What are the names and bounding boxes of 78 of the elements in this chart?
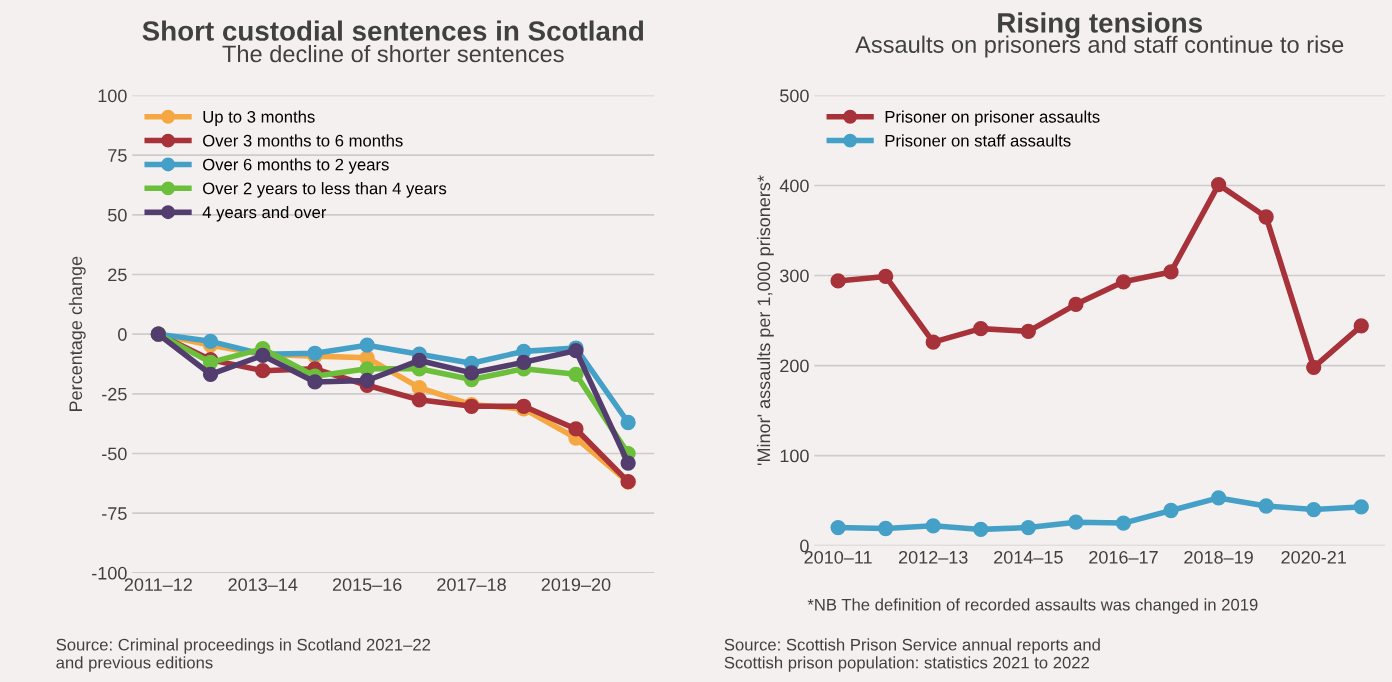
legend-label: Prisoner on staff assaults bbox=[885, 134, 1071, 147]
point bbox=[973, 521, 989, 538]
point bbox=[1210, 490, 1227, 506]
point bbox=[1353, 499, 1369, 515]
x-tick-label: 2020-21 bbox=[1281, 550, 1346, 564]
y-tick-label: 200 bbox=[780, 359, 809, 373]
point bbox=[1306, 501, 1322, 518]
x-tick-label: 2014–15 bbox=[994, 550, 1063, 564]
x-tick-label: 2017–18 bbox=[437, 578, 506, 591]
x-tick-label: 2018–19 bbox=[1184, 550, 1253, 564]
point bbox=[1163, 502, 1179, 519]
point bbox=[359, 337, 375, 353]
point bbox=[568, 366, 584, 382]
chart-subtitle: The decline of shorter sentences bbox=[222, 44, 564, 63]
point bbox=[411, 352, 427, 369]
point bbox=[1353, 318, 1369, 334]
point bbox=[359, 372, 375, 389]
point bbox=[463, 365, 480, 381]
point bbox=[1306, 359, 1322, 375]
x-tick-label: 2019–20 bbox=[541, 578, 611, 591]
point bbox=[830, 273, 846, 289]
x-tick-label: 2015–16 bbox=[332, 578, 402, 591]
point bbox=[255, 363, 271, 379]
legend-label: Prisoner on prisoner assaults bbox=[885, 110, 1100, 127]
y-tick-label: 0 bbox=[800, 539, 809, 553]
source-note: Source: Scottish Prison Service annual reports and Scottish prison population: statistics 2021 to 2022 bbox=[724, 638, 1100, 672]
source-note: Source: Criminal proceedings in Scotland 2021–22 and previous editions bbox=[56, 638, 431, 672]
y-tick-label: -50 bbox=[102, 447, 127, 461]
point bbox=[1258, 498, 1274, 514]
y-tick-label: 300 bbox=[780, 269, 809, 283]
point bbox=[202, 366, 219, 382]
chart-title: Short custodial sentences in Scotland bbox=[142, 20, 644, 41]
x-tick-label: 2013–14 bbox=[228, 578, 298, 591]
point bbox=[878, 268, 894, 285]
x-tick-label: 2010–11 bbox=[804, 550, 872, 564]
point bbox=[925, 334, 941, 350]
point bbox=[568, 421, 584, 437]
y-tick-label: 500 bbox=[780, 89, 809, 103]
y-tick-label: 0 bbox=[118, 328, 127, 341]
legend-label: 4 years and over bbox=[202, 205, 327, 222]
y-tick-label: 400 bbox=[779, 179, 809, 193]
y-tick-label: -75 bbox=[102, 507, 127, 520]
x-tick-label: 2011–12 bbox=[124, 578, 192, 591]
x-tick-label: 2012–13 bbox=[898, 550, 968, 564]
point bbox=[411, 392, 427, 408]
y-axis-title: Percentage change bbox=[68, 256, 86, 411]
point bbox=[202, 333, 219, 349]
point bbox=[620, 455, 636, 471]
point bbox=[1163, 264, 1179, 280]
y-tick-label: 75 bbox=[108, 149, 127, 162]
point bbox=[1068, 514, 1084, 530]
point bbox=[1210, 176, 1227, 193]
y-tick-label: 100 bbox=[98, 89, 127, 103]
legend-label: Up to 3 months bbox=[203, 110, 315, 127]
point bbox=[925, 518, 941, 534]
y-axis-title: 'Minor' assaults per 1,000 prisoners* bbox=[756, 175, 774, 466]
legend-label: Over 6 months to 2 years bbox=[203, 158, 389, 174]
y-tick-label: -100 bbox=[92, 566, 127, 580]
legend-label: Over 3 months to 6 months bbox=[203, 134, 403, 147]
y-tick-label: 25 bbox=[108, 268, 127, 282]
point bbox=[830, 519, 846, 536]
point bbox=[973, 321, 989, 337]
point bbox=[307, 374, 323, 390]
point bbox=[516, 354, 532, 370]
point bbox=[878, 520, 894, 537]
point bbox=[620, 414, 636, 431]
y-tick-label: -25 bbox=[102, 387, 127, 401]
point bbox=[1068, 296, 1084, 312]
y-tick-label: 100 bbox=[780, 449, 809, 463]
text: *NB The definition of recorded assaults was changed in 2019 bbox=[807, 598, 1258, 614]
legend-label: Over 2 years to less than 4 years bbox=[203, 182, 447, 198]
point bbox=[1020, 519, 1036, 536]
point bbox=[1115, 274, 1132, 290]
point bbox=[1115, 515, 1132, 531]
point bbox=[1258, 209, 1274, 225]
x-tick-label: 2016–17 bbox=[1089, 550, 1158, 564]
point bbox=[1020, 323, 1036, 339]
y-tick-label: 50 bbox=[108, 208, 127, 222]
